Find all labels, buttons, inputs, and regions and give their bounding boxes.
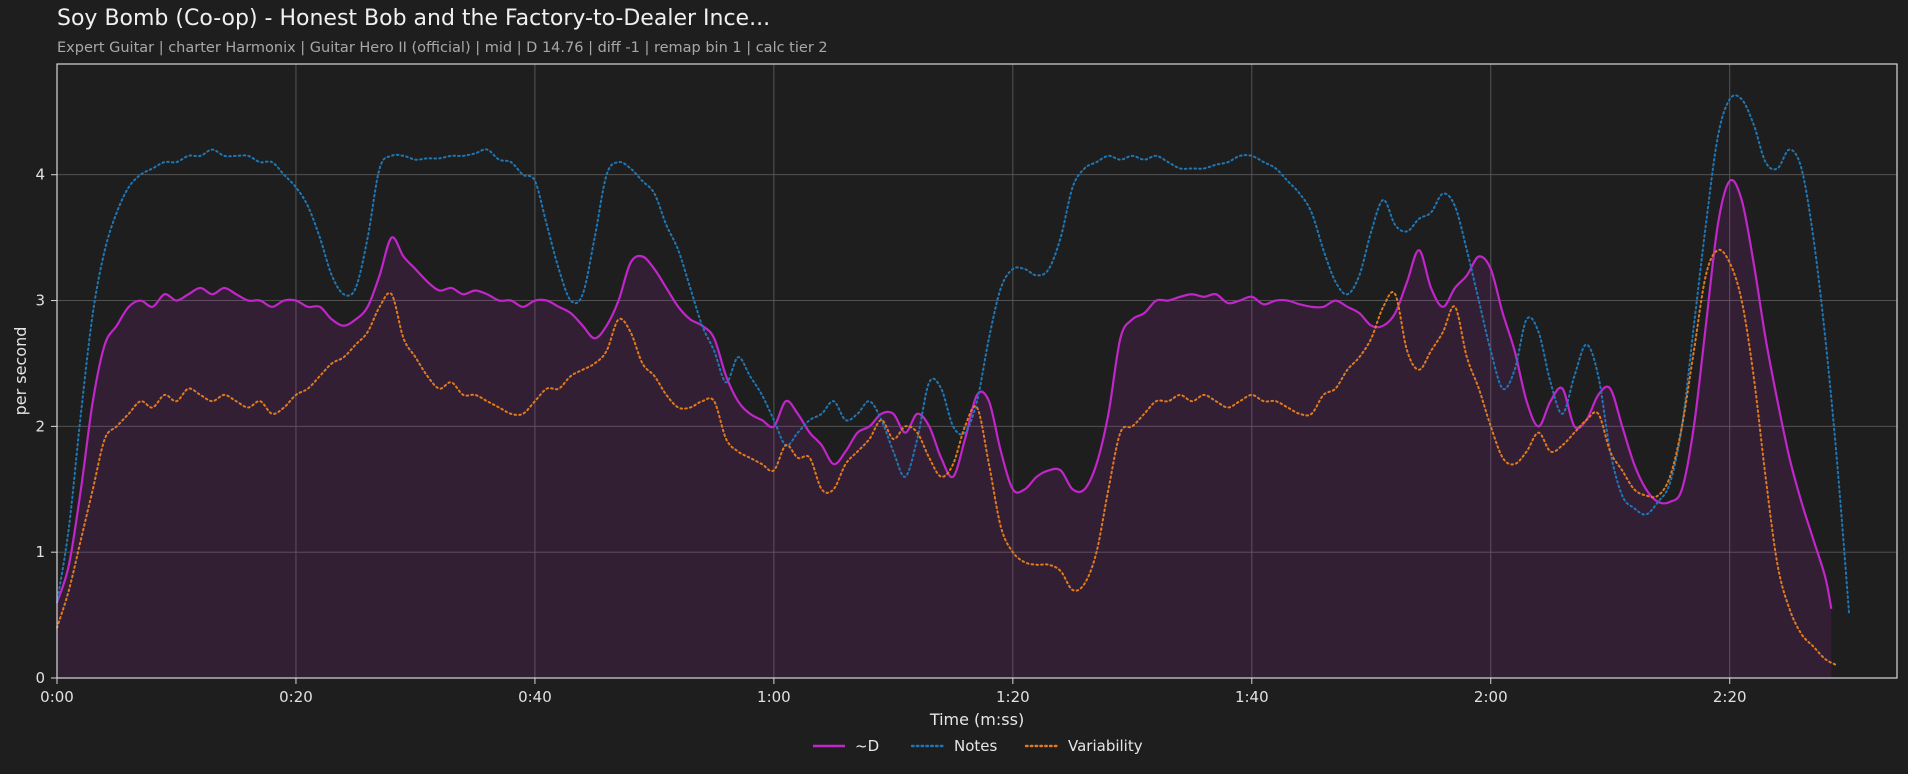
x-tick-label: 1:40: [1235, 688, 1269, 706]
y-axis-label: per second: [11, 327, 30, 416]
series-layer: [55, 94, 1851, 678]
grid-lines: [57, 64, 1897, 678]
legend-item: ~D: [813, 737, 879, 755]
x-tick-label: 2:20: [1713, 688, 1747, 706]
x-tick-label: 0:40: [518, 688, 552, 706]
chart-title: Soy Bomb (Co-op) - Honest Bob and the Fa…: [57, 6, 771, 31]
y-axis-ticks: 0 1 2 3 4: [35, 166, 57, 687]
y-tick-label: 1: [35, 543, 45, 561]
series-area-d: [57, 180, 1832, 678]
y-tick-label: 3: [35, 292, 45, 310]
legend-item: Notes: [910, 737, 998, 755]
legend-item: Variability: [1024, 737, 1143, 755]
y-tick-label: 0: [35, 669, 45, 687]
x-tick-label: 2:00: [1474, 688, 1508, 706]
series-line-variability: [56, 248, 1839, 667]
x-tick-label: 0:20: [279, 688, 313, 706]
legend-label: Variability: [1068, 737, 1143, 755]
series-line-d: [55, 178, 1833, 610]
y-tick-label: 4: [35, 166, 45, 184]
x-tick-label: 0:00: [40, 688, 74, 706]
plot-frame: [56, 63, 1898, 679]
legend-label: Notes: [954, 737, 998, 755]
legend: ~D Notes Variability: [813, 737, 1143, 755]
chart-subtitle: Expert Guitar | charter Harmonix | Guita…: [57, 40, 828, 56]
x-axis-label: Time (m:ss): [929, 710, 1024, 729]
x-tick-label: 1:20: [996, 688, 1030, 706]
y-tick-label: 2: [35, 417, 45, 435]
x-tick-label: 1:00: [757, 688, 791, 706]
legend-label: ~D: [855, 737, 879, 755]
x-axis-ticks: 0:00 0:20 0:40 1:00 1:20 1:40 2:00 2:20: [40, 678, 1747, 706]
